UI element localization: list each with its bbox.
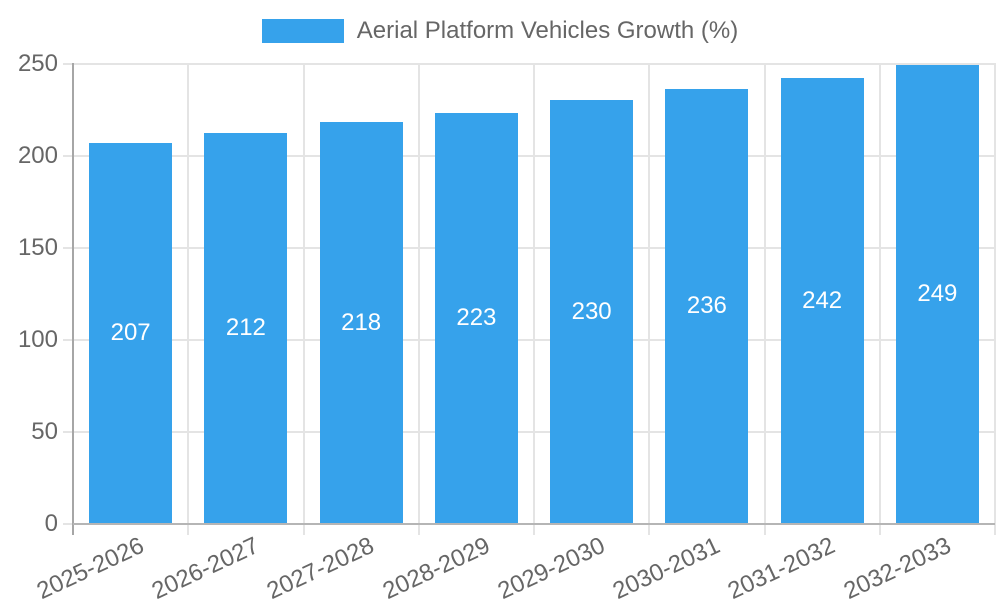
legend-label: Aerial Platform Vehicles Growth (%) — [356, 17, 739, 44]
x-axis-tick — [878, 524, 881, 535]
x-axis-tick — [302, 524, 305, 535]
y-axis-label: 250 — [17, 49, 58, 77]
legend: Aerial Platform Vehicles Growth (%) — [0, 17, 1000, 45]
x-axis-label: 2032-2033 — [839, 532, 955, 600]
y-axis-label: 50 — [31, 417, 58, 445]
bar-value-label: 218 — [341, 308, 382, 336]
bar — [550, 100, 634, 524]
v-gridline — [878, 62, 881, 525]
x-axis-label: 2031-2032 — [724, 532, 840, 600]
bar — [89, 142, 173, 524]
x-axis-tick — [648, 524, 651, 535]
y-axis-label: 0 — [44, 509, 58, 537]
y-axis-label: 150 — [17, 233, 58, 261]
v-gridline — [533, 62, 535, 525]
legend-item[interactable]: Aerial Platform Vehicles Growth (%) — [261, 17, 739, 45]
legend-swatch — [261, 19, 344, 43]
bar-value-label: 212 — [225, 314, 266, 342]
y-axis-tick — [63, 522, 73, 525]
v-gridline — [417, 62, 420, 525]
x-axis-label: 2027-2028 — [263, 532, 379, 600]
bar — [434, 113, 518, 524]
bar-value-label: 223 — [456, 304, 497, 332]
x-axis-label: 2026-2027 — [147, 532, 264, 600]
v-gridline — [763, 62, 766, 525]
v-gridline — [648, 62, 651, 525]
bar-value-label: 230 — [571, 297, 612, 325]
x-axis-label: 2025-2026 — [32, 532, 149, 600]
x-axis-tick — [763, 524, 766, 535]
v-gridline — [187, 62, 190, 525]
bar-value-label: 249 — [917, 280, 958, 308]
y-axis-line — [72, 62, 74, 535]
x-axis-label: 2029-2030 — [493, 532, 610, 600]
bar — [895, 65, 979, 524]
x-axis-label: 2028-2029 — [378, 532, 494, 600]
v-gridline — [302, 62, 305, 525]
y-axis-label: 100 — [17, 325, 58, 353]
x-axis-tick — [417, 524, 420, 535]
x-axis-tick — [533, 524, 535, 535]
bar — [780, 78, 864, 524]
bar-value-label: 236 — [686, 292, 727, 320]
y-axis-tick — [63, 154, 73, 157]
x-axis-tick — [994, 524, 996, 535]
y-axis-tick — [63, 338, 73, 341]
x-axis-line — [73, 522, 995, 525]
v-gridline — [994, 62, 996, 525]
bar — [665, 89, 749, 524]
bar-value-label: 207 — [110, 319, 151, 347]
x-axis-tick — [187, 524, 190, 535]
x-axis-label: 2030-2031 — [608, 532, 725, 600]
bar — [319, 122, 403, 524]
y-axis-label: 200 — [17, 141, 58, 169]
bar-value-label: 242 — [802, 286, 843, 314]
y-axis-tick — [63, 246, 73, 249]
bar — [204, 133, 288, 524]
y-axis-tick — [63, 430, 73, 433]
y-axis-tick — [63, 62, 73, 65]
